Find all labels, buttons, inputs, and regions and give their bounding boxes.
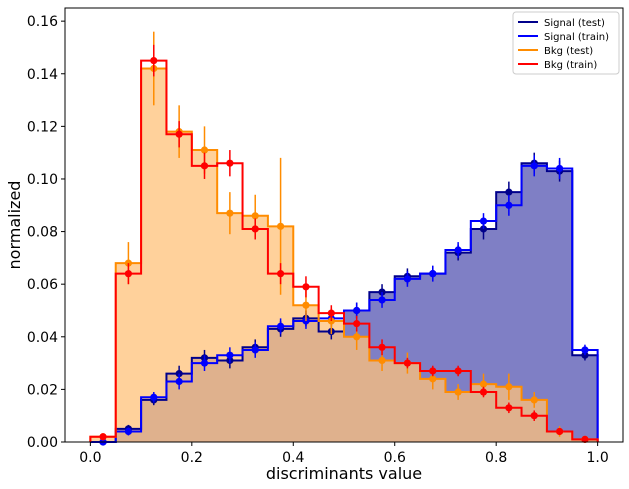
x-tick-label: 1.0 <box>587 450 609 466</box>
point-signal-train <box>454 246 462 254</box>
point-signal-train <box>479 217 488 225</box>
point-bkg-train <box>454 367 462 375</box>
y-tick-label: 0.12 <box>27 119 58 135</box>
point-bkg-test <box>479 380 488 388</box>
point-signal-train <box>226 351 234 359</box>
point-signal-train <box>555 164 564 173</box>
y-axis-label: normalized <box>5 181 24 270</box>
legend-entry-bkg-test: Bkg (test) <box>544 46 593 57</box>
point-bkg-train <box>530 412 538 420</box>
x-tick-label: 0.8 <box>485 450 507 466</box>
x-axis-label: discriminants value <box>266 464 422 483</box>
x-tick-label: 0.6 <box>384 450 406 466</box>
point-bkg-test <box>302 301 310 309</box>
point-signal-train <box>200 359 209 367</box>
point-bkg-test <box>505 383 513 391</box>
plot-frame <box>64 7 624 443</box>
point-bkg-train <box>581 435 589 443</box>
point-signal-train <box>581 346 589 354</box>
point-bkg-train <box>175 130 183 138</box>
y-tick-label: 0.00 <box>27 435 58 451</box>
point-bkg-test <box>200 146 209 154</box>
axes: 0.0 0.2 0.4 0.6 0.8 1.0 0.00 0.02 0.04 0.06 0.08 0.… <box>27 7 624 466</box>
legend: Signal (test) Signal (train) Bkg (test) Bkg… <box>512 11 620 75</box>
point-bkg-test <box>429 375 437 383</box>
x-tick-label: 0.0 <box>79 450 101 466</box>
x-tick-label: 0.4 <box>282 450 304 466</box>
y-tick-label: 0.14 <box>27 67 58 83</box>
point-signal-test <box>505 188 513 196</box>
point-signal-train <box>505 201 513 209</box>
legend-entry-signal-train: Signal (train) <box>544 32 609 43</box>
point-bkg-train <box>429 367 437 375</box>
y-tick-label: 0.10 <box>27 172 58 188</box>
point-bkg-train <box>378 343 386 351</box>
legend-entry-bkg-train: Bkg (train) <box>544 60 597 71</box>
x-tick-label: 0.2 <box>181 450 203 466</box>
point-bkg-test <box>378 356 386 365</box>
legend-box <box>512 11 620 75</box>
point-bkg-test <box>276 222 285 230</box>
point-signal-train <box>429 270 437 278</box>
y-tick-label: 0.02 <box>27 382 58 398</box>
point-bkg-train <box>302 283 310 291</box>
point-signal-train <box>530 162 538 170</box>
point-bkg-test <box>454 388 462 396</box>
point-bkg-train <box>99 433 107 441</box>
point-signal-train <box>276 322 285 330</box>
point-signal-train <box>353 306 361 315</box>
y-tick-label: 0.08 <box>27 225 58 241</box>
point-bkg-train <box>505 404 513 412</box>
point-bkg-test <box>226 209 234 217</box>
point-bkg-train <box>353 320 361 328</box>
point-bkg-train <box>479 388 488 396</box>
point-bkg-test <box>251 212 259 220</box>
point-signal-train <box>378 296 386 304</box>
step-signal-train <box>90 164 599 443</box>
error-bars <box>99 31 589 446</box>
point-signal-train <box>124 427 133 436</box>
point-bkg-train <box>124 270 133 278</box>
point-bkg-train <box>555 427 564 436</box>
point-bkg-train <box>226 159 234 167</box>
point-bkg-train <box>403 359 412 367</box>
point-bkg-train <box>200 162 209 170</box>
point-bkg-train <box>327 309 335 317</box>
point-signal-train <box>150 393 158 401</box>
point-bkg-test <box>353 333 361 341</box>
point-signal-train <box>403 275 412 283</box>
legend-entry-signal-test: Signal (test) <box>544 18 605 29</box>
step-bkg-train <box>89 59 599 442</box>
y-tick-label: 0.16 <box>27 14 58 30</box>
point-bkg-test <box>530 396 538 404</box>
y-tick-label: 0.04 <box>27 330 58 346</box>
histogram-steps <box>89 59 599 443</box>
point-bkg-train <box>150 57 158 65</box>
point-signal-train <box>251 346 259 354</box>
point-signal-train <box>175 377 183 386</box>
y-tick-label: 0.06 <box>27 277 58 293</box>
point-bkg-train <box>251 225 259 233</box>
point-bkg-train <box>276 270 285 278</box>
